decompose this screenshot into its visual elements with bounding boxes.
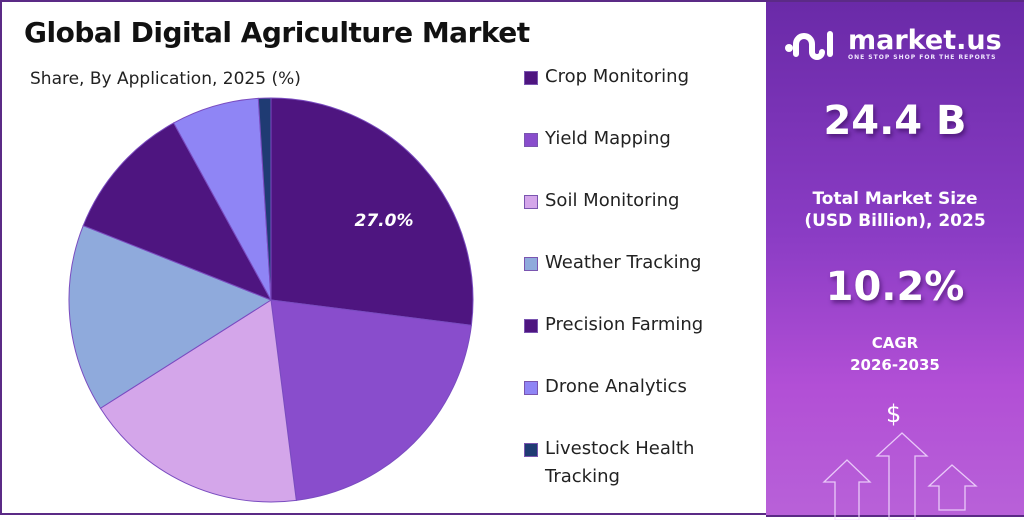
legend-item: Yield Mapping	[524, 128, 754, 153]
legend-item: Soil Monitoring	[524, 190, 754, 215]
legend-label: Yield Mapping	[545, 128, 671, 149]
chart-panel: Global Digital Agriculture Market Share,…	[0, 0, 766, 515]
pie-slice-precision-farming	[82, 122, 273, 301]
market-size-value: 24.4 B	[823, 98, 967, 144]
market-us-logo-icon	[785, 31, 833, 60]
pie-slice-livestock-health-tracking	[257, 97, 272, 301]
legend-item: Crop Monitoring	[524, 66, 754, 91]
legend-swatch	[524, 133, 538, 147]
legend-swatch	[524, 381, 538, 395]
pie-slice-crop-monitoring	[270, 97, 474, 326]
brand-name: market.us	[848, 24, 1002, 56]
legend-label: Weather Tracking	[545, 252, 702, 273]
cagr-label-line2: 2026-2035	[850, 356, 940, 374]
legend-swatch	[524, 319, 538, 333]
brand-tagline: ONE STOP SHOP FOR THE REPORTS	[848, 53, 997, 61]
dollar-icon: $	[886, 400, 902, 428]
pie-data-label: 27.0%	[355, 211, 414, 231]
legend-item: Drone Analytics	[524, 376, 754, 401]
pie-chart: 27.0%	[68, 97, 474, 503]
pie-slice-soil-monitoring	[99, 299, 297, 503]
brand-logo: market.us ONE STOP SHOP FOR THE REPORTS	[784, 24, 1002, 64]
legend-swatch	[524, 443, 538, 457]
cagr-value: 10.2%	[825, 264, 965, 310]
market-size-label-line1: Total Market Size	[812, 189, 978, 209]
legend-swatch	[524, 71, 538, 85]
stats-panel: market.us ONE STOP SHOP FOR THE REPORTS …	[766, 0, 1024, 520]
legend-swatch	[524, 195, 538, 209]
legend-swatch	[524, 257, 538, 271]
legend-item: Livestock Health Tracking	[524, 438, 754, 491]
legend-label: Drone Analytics	[545, 376, 687, 397]
legend-label: Crop Monitoring	[545, 66, 689, 87]
legend-item: Weather Tracking	[524, 252, 754, 277]
cagr-label: CAGR 2026-2035	[766, 332, 1024, 376]
legend-label: Precision Farming	[545, 314, 704, 335]
legend-item: Precision Farming	[524, 314, 754, 339]
market-size-label: Total Market Size (USD Billion), 2025	[766, 188, 1024, 232]
market-size-label-line2: (USD Billion), 2025	[804, 211, 986, 231]
growth-arrows-icon	[822, 432, 978, 520]
chart-title: Global Digital Agriculture Market	[24, 16, 530, 49]
chart-subtitle: Share, By Application, 2025 (%)	[30, 69, 301, 89]
pie-slice-weather-tracking	[68, 224, 273, 409]
legend-label: Livestock Health Tracking	[545, 438, 695, 487]
legend-label: Soil Monitoring	[545, 190, 680, 211]
cagr-label-line1: CAGR	[871, 334, 919, 352]
pie-slice-yield-mapping	[270, 299, 472, 501]
